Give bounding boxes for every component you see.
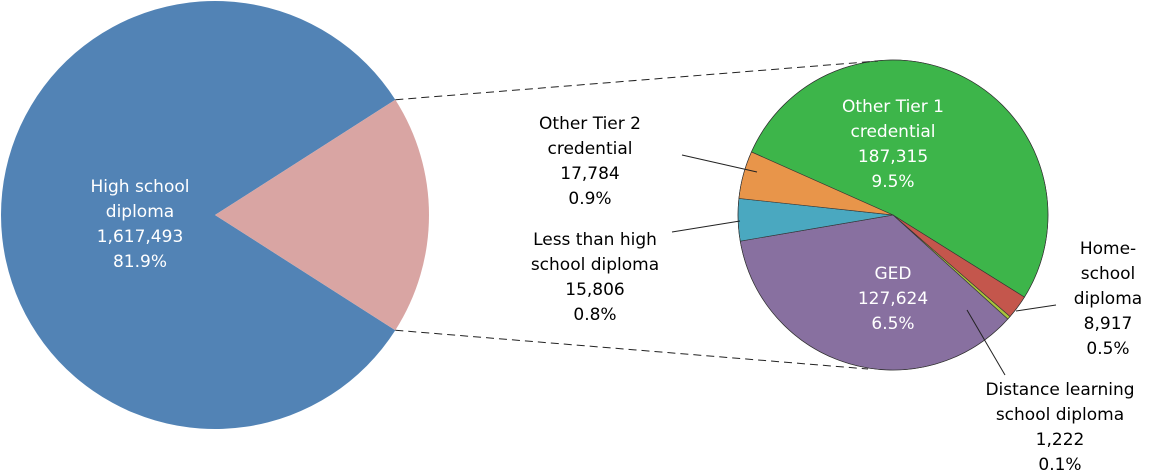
connector xyxy=(395,60,879,101)
slice-name: Other Tier 2 credential xyxy=(539,114,641,159)
slice-value: 15,806 xyxy=(565,280,625,300)
slice-value: 8,917 xyxy=(1083,314,1133,334)
slice-value: 187,315 xyxy=(857,147,929,167)
slice-percent: 0.8% xyxy=(573,305,617,325)
slice-label: High school diploma 1,617,493 81.9% xyxy=(70,175,210,275)
slice-name: Home-school diploma xyxy=(1073,239,1143,309)
slice-label: GED 127,624 6.5% xyxy=(828,262,958,337)
slice-percent: 0.9% xyxy=(568,189,612,209)
slice-percent: 81.9% xyxy=(112,252,167,272)
slice-value: 127,624 xyxy=(857,289,929,309)
leader-line xyxy=(1015,304,1057,312)
slice-label: Other Tier 2 credential 17,784 0.9% xyxy=(525,112,655,212)
slice-value: 1,222 xyxy=(1035,430,1085,450)
pie-outline xyxy=(737,59,1049,371)
pie-slice-rest xyxy=(215,99,429,331)
slice-percent: 9.5% xyxy=(871,172,915,192)
slice-name: Distance learning school diploma xyxy=(985,380,1135,425)
slice-name: GED xyxy=(874,264,912,284)
pie-slice xyxy=(0,1,396,430)
leader-line xyxy=(671,220,741,233)
leader-line xyxy=(681,154,758,173)
slice-value: 17,784 xyxy=(560,164,620,184)
slice-name: Other Tier 1 credential xyxy=(842,97,944,142)
slice-percent: 0.5% xyxy=(1086,339,1130,359)
slice-value: 1,617,493 xyxy=(96,227,184,247)
slice-label: Other Tier 1 credential 187,315 9.5% xyxy=(828,95,958,195)
slice-name: Less than high school diploma xyxy=(530,230,660,275)
slice-label: Less than high school diploma 15,806 0.8% xyxy=(515,228,675,328)
slice-percent: 0.1% xyxy=(1038,455,1082,473)
slice-label: Home-school diploma 8,917 0.5% xyxy=(1068,237,1148,362)
slice-percent: 6.5% xyxy=(871,314,915,334)
leader-line xyxy=(966,309,1006,376)
slice-label: Distance learning school diploma 1,222 0.1… xyxy=(975,378,1145,473)
slice-name: High school diploma xyxy=(90,177,190,222)
connector xyxy=(395,329,869,370)
